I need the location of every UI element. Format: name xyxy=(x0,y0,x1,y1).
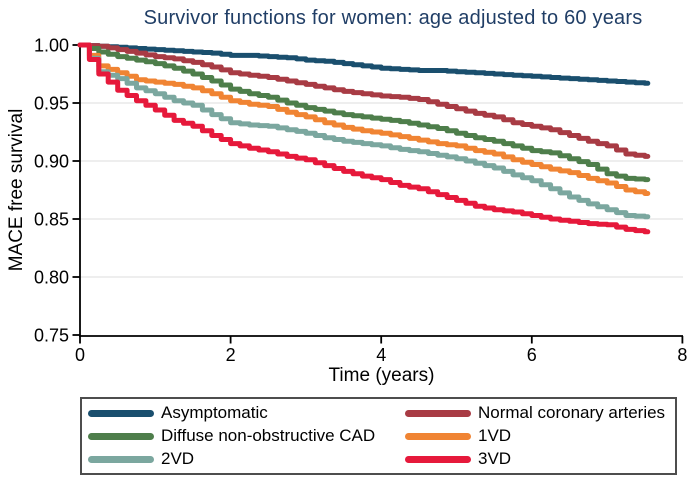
legend-entry-2vd: 2VD xyxy=(88,449,405,469)
legend-swatch-asymptomatic xyxy=(88,409,154,417)
survival-curve-3vd xyxy=(77,42,651,235)
survival-curve-asymptomatic xyxy=(77,42,651,86)
legend-label: Diffuse non-obstructive CAD xyxy=(161,426,376,445)
chart-title: Survivor functions for women: age adjust… xyxy=(143,7,643,29)
legend-label: 1VD xyxy=(478,426,512,445)
x-tick-label: 4 xyxy=(376,345,386,365)
legend-entry-normal-coronary-arteries: Normal coronary arteries xyxy=(405,403,675,423)
legend-swatch-2vd xyxy=(88,455,154,463)
legend-label: 2VD xyxy=(161,449,195,468)
y-tick-label: 0.80 xyxy=(34,268,69,288)
x-tick-label: 2 xyxy=(226,345,236,365)
plot-area: 1.00 0.95 0.90 0.85 0.80 0.75 0 2 4 6 8 xyxy=(34,36,687,366)
legend-label: 3VD xyxy=(478,449,512,468)
legend-label: Asymptomatic xyxy=(161,403,268,422)
x-tick-label: 6 xyxy=(527,345,537,365)
survival-curve-2vd xyxy=(77,42,651,220)
y-tick-label: 0.85 xyxy=(34,210,69,230)
x-axis-title: Time (years) xyxy=(328,365,435,386)
survival-curve-normal-coronary-arteries xyxy=(77,42,651,159)
legend-swatch-3vd xyxy=(405,455,471,463)
survival-curve-1vd xyxy=(77,42,651,196)
y-tick-label: 0.75 xyxy=(34,326,69,346)
legend-swatch-1vd xyxy=(405,432,471,440)
survival-curve-diffuse-non-obstructive-cad xyxy=(77,42,651,183)
legend-label: Normal coronary arteries xyxy=(478,403,666,422)
y-tick-label: 0.90 xyxy=(34,152,69,172)
legend-swatch-normal-coronary-arteries xyxy=(405,409,471,417)
x-tick-label: 0 xyxy=(75,345,85,365)
x-tick-label: 8 xyxy=(677,345,687,365)
y-tick-label: 0.95 xyxy=(34,94,69,114)
legend-swatch-diffuse-non-obstructive-cad xyxy=(88,432,154,440)
legend-entry-diffuse-non-obstructive-cad: Diffuse non-obstructive CAD xyxy=(88,426,405,446)
y-tick-label: 1.00 xyxy=(34,36,69,56)
legend-entry-asymptomatic: Asymptomatic xyxy=(88,403,405,423)
legend-entry-1vd: 1VD xyxy=(405,426,675,446)
legend-box: Asymptomatic Normal coronary arteries Diff… xyxy=(80,397,677,475)
legend-entry-3vd: 3VD xyxy=(405,449,675,469)
